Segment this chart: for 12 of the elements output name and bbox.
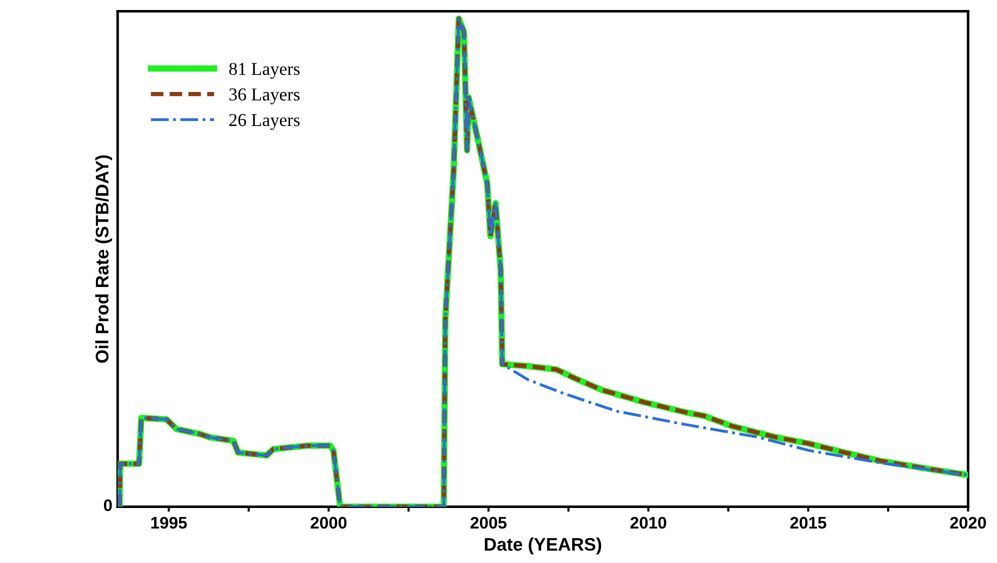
x-tick-label: 2020 (950, 516, 986, 529)
x-axis-title: Date (YEARS) (484, 538, 602, 554)
legend-label: 36 Layers (229, 88, 300, 104)
x-tick-label: 1995 (151, 516, 187, 529)
legend-label: 26 Layers (229, 114, 300, 130)
legend-label: 81 Layers (229, 62, 300, 79)
x-tick-label: 2015 (790, 516, 826, 529)
text: 0 (104, 499, 112, 512)
x-tick-label: 2000 (310, 516, 347, 529)
x-tick-label: 2005 (470, 516, 507, 529)
y-axis-title: Oil Prod Rate (STB/DAY) (95, 155, 112, 363)
x-tick-label: 2010 (630, 516, 666, 529)
